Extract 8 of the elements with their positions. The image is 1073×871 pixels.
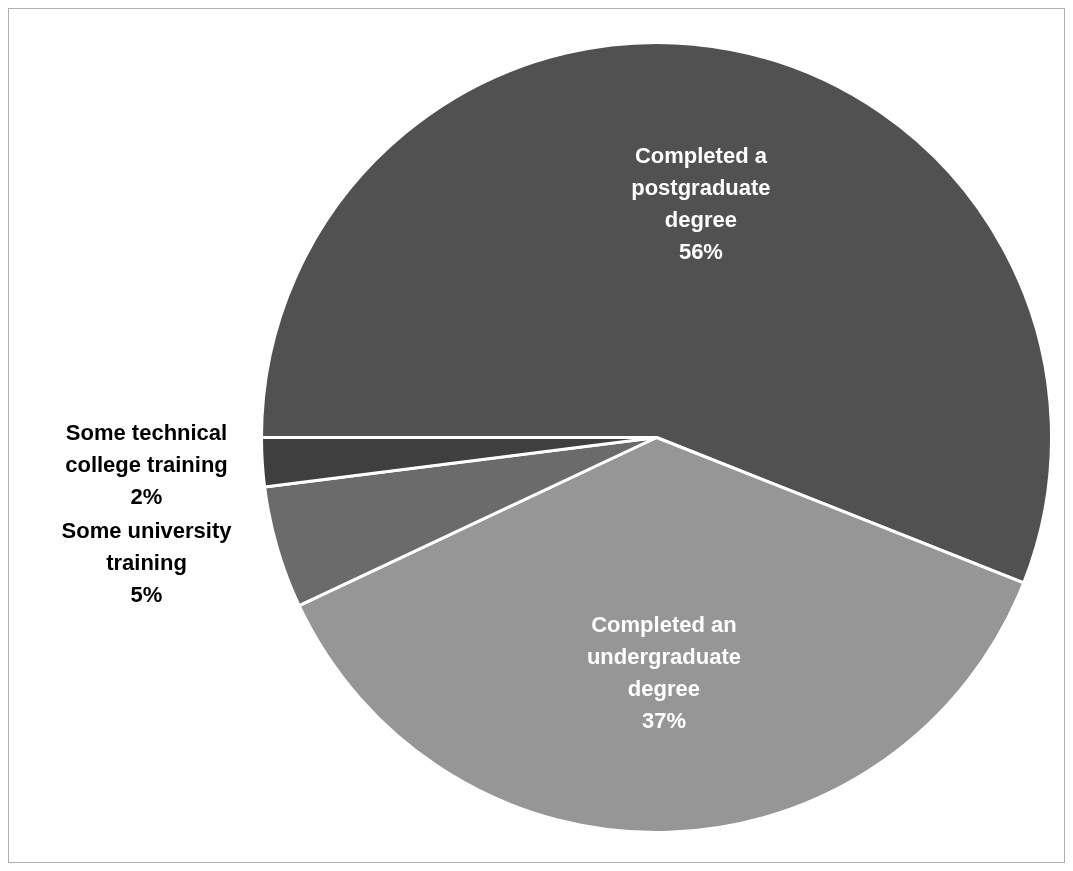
data-label: 37% <box>641 708 686 734</box>
slice-label: Some university training <box>61 518 233 576</box>
slice-label: Completed a postgraduate degree <box>631 142 771 232</box>
slice-label: Completed an undergraduate degree <box>586 612 741 702</box>
data-label: 56% <box>678 238 723 264</box>
slice-label: Some technical college training <box>65 420 228 478</box>
data-label: 2% <box>130 484 163 510</box>
data-label: 5% <box>130 582 163 608</box>
